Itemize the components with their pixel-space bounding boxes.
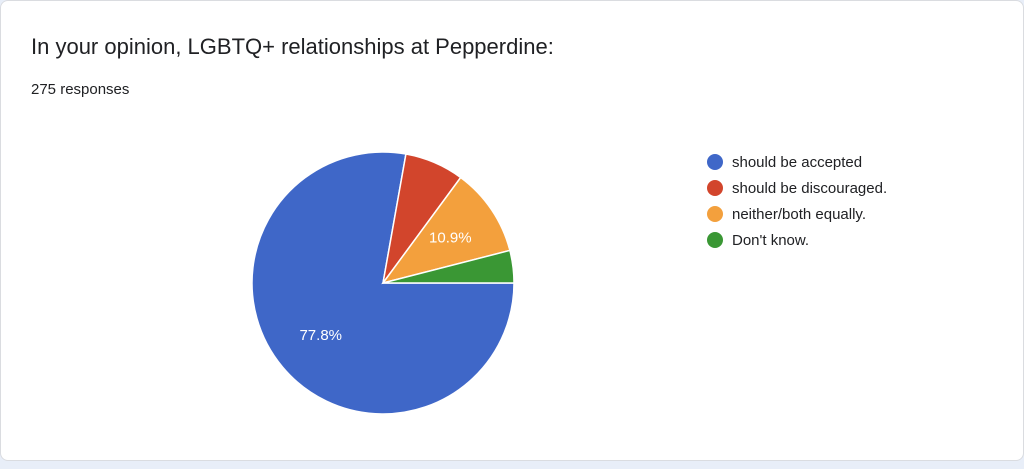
response-count: 275 responses xyxy=(31,81,130,98)
slice-percent-label: 77.8% xyxy=(299,327,342,344)
legend-item: should be accepted xyxy=(707,149,887,175)
legend-item: neither/both equally. xyxy=(707,201,887,227)
legend-swatch xyxy=(707,232,723,248)
legend-item: Don't know. xyxy=(707,227,887,253)
legend-label: Don't know. xyxy=(732,231,810,249)
pie-slices xyxy=(251,151,515,415)
pie-labels: 77.8% 10.9% xyxy=(299,230,471,345)
chart-legend: should be accepted should be discouraged.… xyxy=(707,149,887,253)
question-title: In your opinion, LGBTQ+ relationships at… xyxy=(31,34,554,59)
legend-swatch xyxy=(707,206,723,222)
legend-label: should be accepted xyxy=(732,153,863,171)
legend-label: neither/both equally. xyxy=(732,205,866,223)
legend-label: should be discouraged. xyxy=(732,179,888,197)
legend-swatch xyxy=(707,180,723,196)
legend-swatch xyxy=(707,154,723,170)
slice-percent-label: 10.9% xyxy=(429,230,472,247)
pie-slice xyxy=(381,176,511,285)
pie-slice xyxy=(382,249,515,284)
legend-item: should be discouraged. xyxy=(707,175,887,201)
